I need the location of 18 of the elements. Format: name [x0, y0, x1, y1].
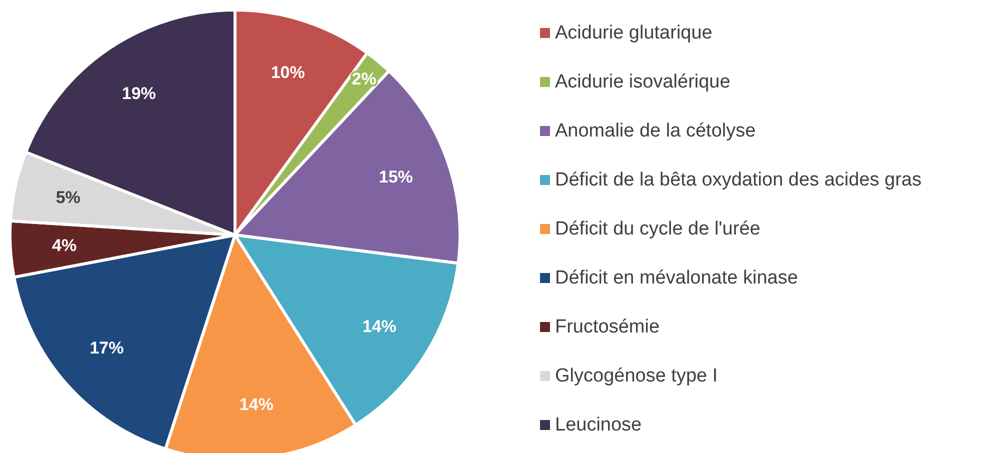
legend-label: Fructosémie — [555, 316, 660, 338]
legend-label: Acidurie isovalérique — [555, 72, 730, 92]
data-label: 15% — [378, 168, 413, 187]
data-label: 10% — [270, 62, 305, 82]
legend-label: Déficit en mévalonate kinase — [555, 268, 798, 288]
data-label: 5% — [56, 188, 80, 208]
data-label: 4% — [52, 236, 77, 256]
data-label: 17% — [90, 338, 124, 358]
data-label: 14% — [239, 395, 274, 414]
legend-label: Déficit de la bêta oxydation des acides gras — [555, 170, 922, 190]
legend-label: Acidurie glutarique — [555, 22, 712, 44]
legend-label: Leucinose — [555, 414, 642, 436]
legend-label: Glycogénose type I — [555, 366, 718, 386]
legend-label: Déficit du cycle de l'urée — [555, 218, 760, 240]
legend-label: Anomalie de la cétolyse — [555, 120, 756, 142]
data-label: 19% — [122, 84, 156, 104]
data-label: 14% — [362, 317, 396, 336]
data-label: 2% — [352, 69, 376, 88]
